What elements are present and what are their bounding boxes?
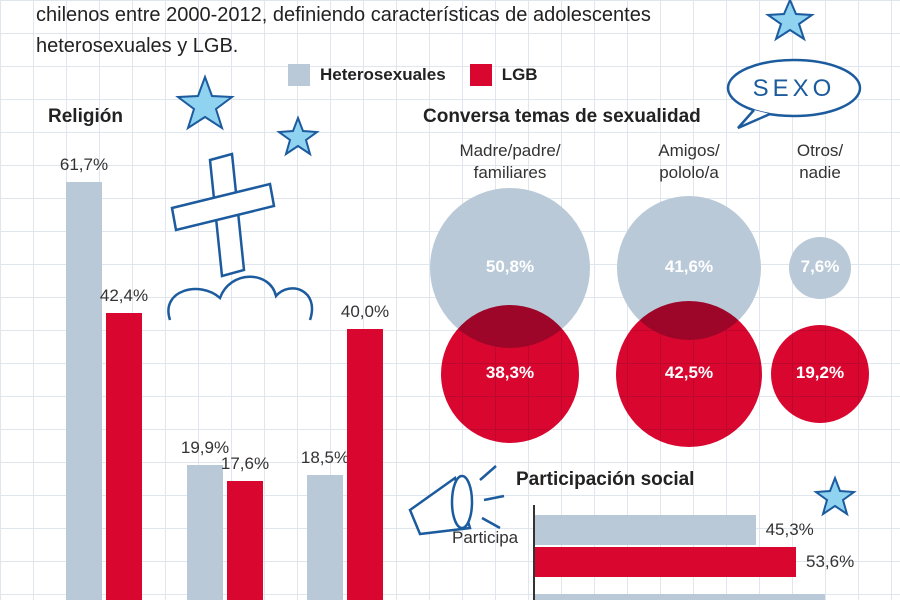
religion-value-label: 17,6% bbox=[220, 453, 270, 473]
legend-swatch-hetero bbox=[288, 64, 310, 86]
legend: Heterosexuales LGB bbox=[288, 64, 538, 86]
participacion-value-label: 45,3% bbox=[765, 520, 814, 539]
conversa-category-3: Otros/nadie bbox=[796, 141, 844, 182]
speech-bubble-icon: SEXO bbox=[726, 58, 862, 130]
conversa-value-label: 41,6% bbox=[664, 257, 714, 276]
religion-bar-hetero-1 bbox=[66, 182, 102, 600]
conversa-bubble-lgb-2 bbox=[615, 300, 763, 448]
religion-value-label: 18,5% bbox=[300, 447, 350, 467]
participacion-bar-partial bbox=[535, 594, 825, 600]
participacion-bar-lgb bbox=[535, 547, 796, 577]
participacion-category: Participa bbox=[452, 528, 519, 547]
intro-line-2: heterosexuales y LGB. bbox=[36, 35, 239, 57]
intro-line-1: chilenos entre 2000-2012, definiendo car… bbox=[36, 4, 651, 26]
conversa-title: Conversa temas de sexualidad bbox=[423, 106, 701, 127]
religion-bar-lgb-2 bbox=[227, 480, 263, 600]
star-icon bbox=[175, 0, 857, 517]
participacion-value-label: 53,6% bbox=[806, 552, 855, 571]
legend-label-lgb: LGB bbox=[501, 65, 538, 84]
conversa-value-label: 42,5% bbox=[664, 363, 714, 382]
legend-swatch-lgb bbox=[469, 64, 492, 86]
religion-bar-hetero-3 bbox=[307, 474, 343, 600]
religion-value-label: 61,7% bbox=[59, 155, 109, 174]
intro-text: chilenos entre 2000-2012, definiendo car… bbox=[36, 0, 756, 62]
participacion-title: Participación social bbox=[516, 469, 695, 490]
conversa-value-label: 7,6% bbox=[800, 257, 840, 276]
conversa-value-label: 19,2% bbox=[795, 363, 845, 382]
religion-value-label: 42,4% bbox=[99, 285, 149, 305]
legend-label-hetero: Heterosexuales bbox=[320, 65, 446, 84]
badge-text: SEXO bbox=[753, 75, 836, 102]
megaphone-icon bbox=[408, 465, 505, 536]
religion-bar-hetero-2 bbox=[187, 465, 223, 600]
religion-bar-lgb-1 bbox=[106, 312, 142, 600]
religion-value-label: 40,0% bbox=[340, 302, 390, 321]
religion-value-label: 19,9% bbox=[180, 438, 230, 458]
religion-title: Religión bbox=[48, 106, 123, 127]
conversa-category-2: Amigos/pololo/a bbox=[658, 141, 720, 182]
conversa-bubble-lgb-1 bbox=[440, 304, 580, 444]
conversa-value-label: 38,3% bbox=[485, 363, 535, 382]
religion-bar-lgb-3 bbox=[347, 329, 383, 600]
conversa-bubble-lgb-3 bbox=[770, 324, 870, 424]
participacion-bar-hetero bbox=[535, 515, 756, 545]
conversa-category-1: Madre/padre/familiares bbox=[459, 141, 561, 182]
participacion-axis bbox=[533, 505, 535, 600]
conversa-bubble-hetero-3 bbox=[789, 237, 851, 299]
conversa-value-label: 50,8% bbox=[485, 257, 535, 276]
cross-icon bbox=[167, 152, 314, 321]
